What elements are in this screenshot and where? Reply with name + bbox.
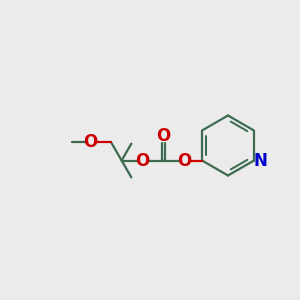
- Text: N: N: [254, 152, 268, 169]
- Text: O: O: [157, 127, 171, 145]
- Text: O: O: [83, 133, 97, 151]
- Text: O: O: [178, 152, 192, 169]
- Text: O: O: [136, 152, 150, 169]
